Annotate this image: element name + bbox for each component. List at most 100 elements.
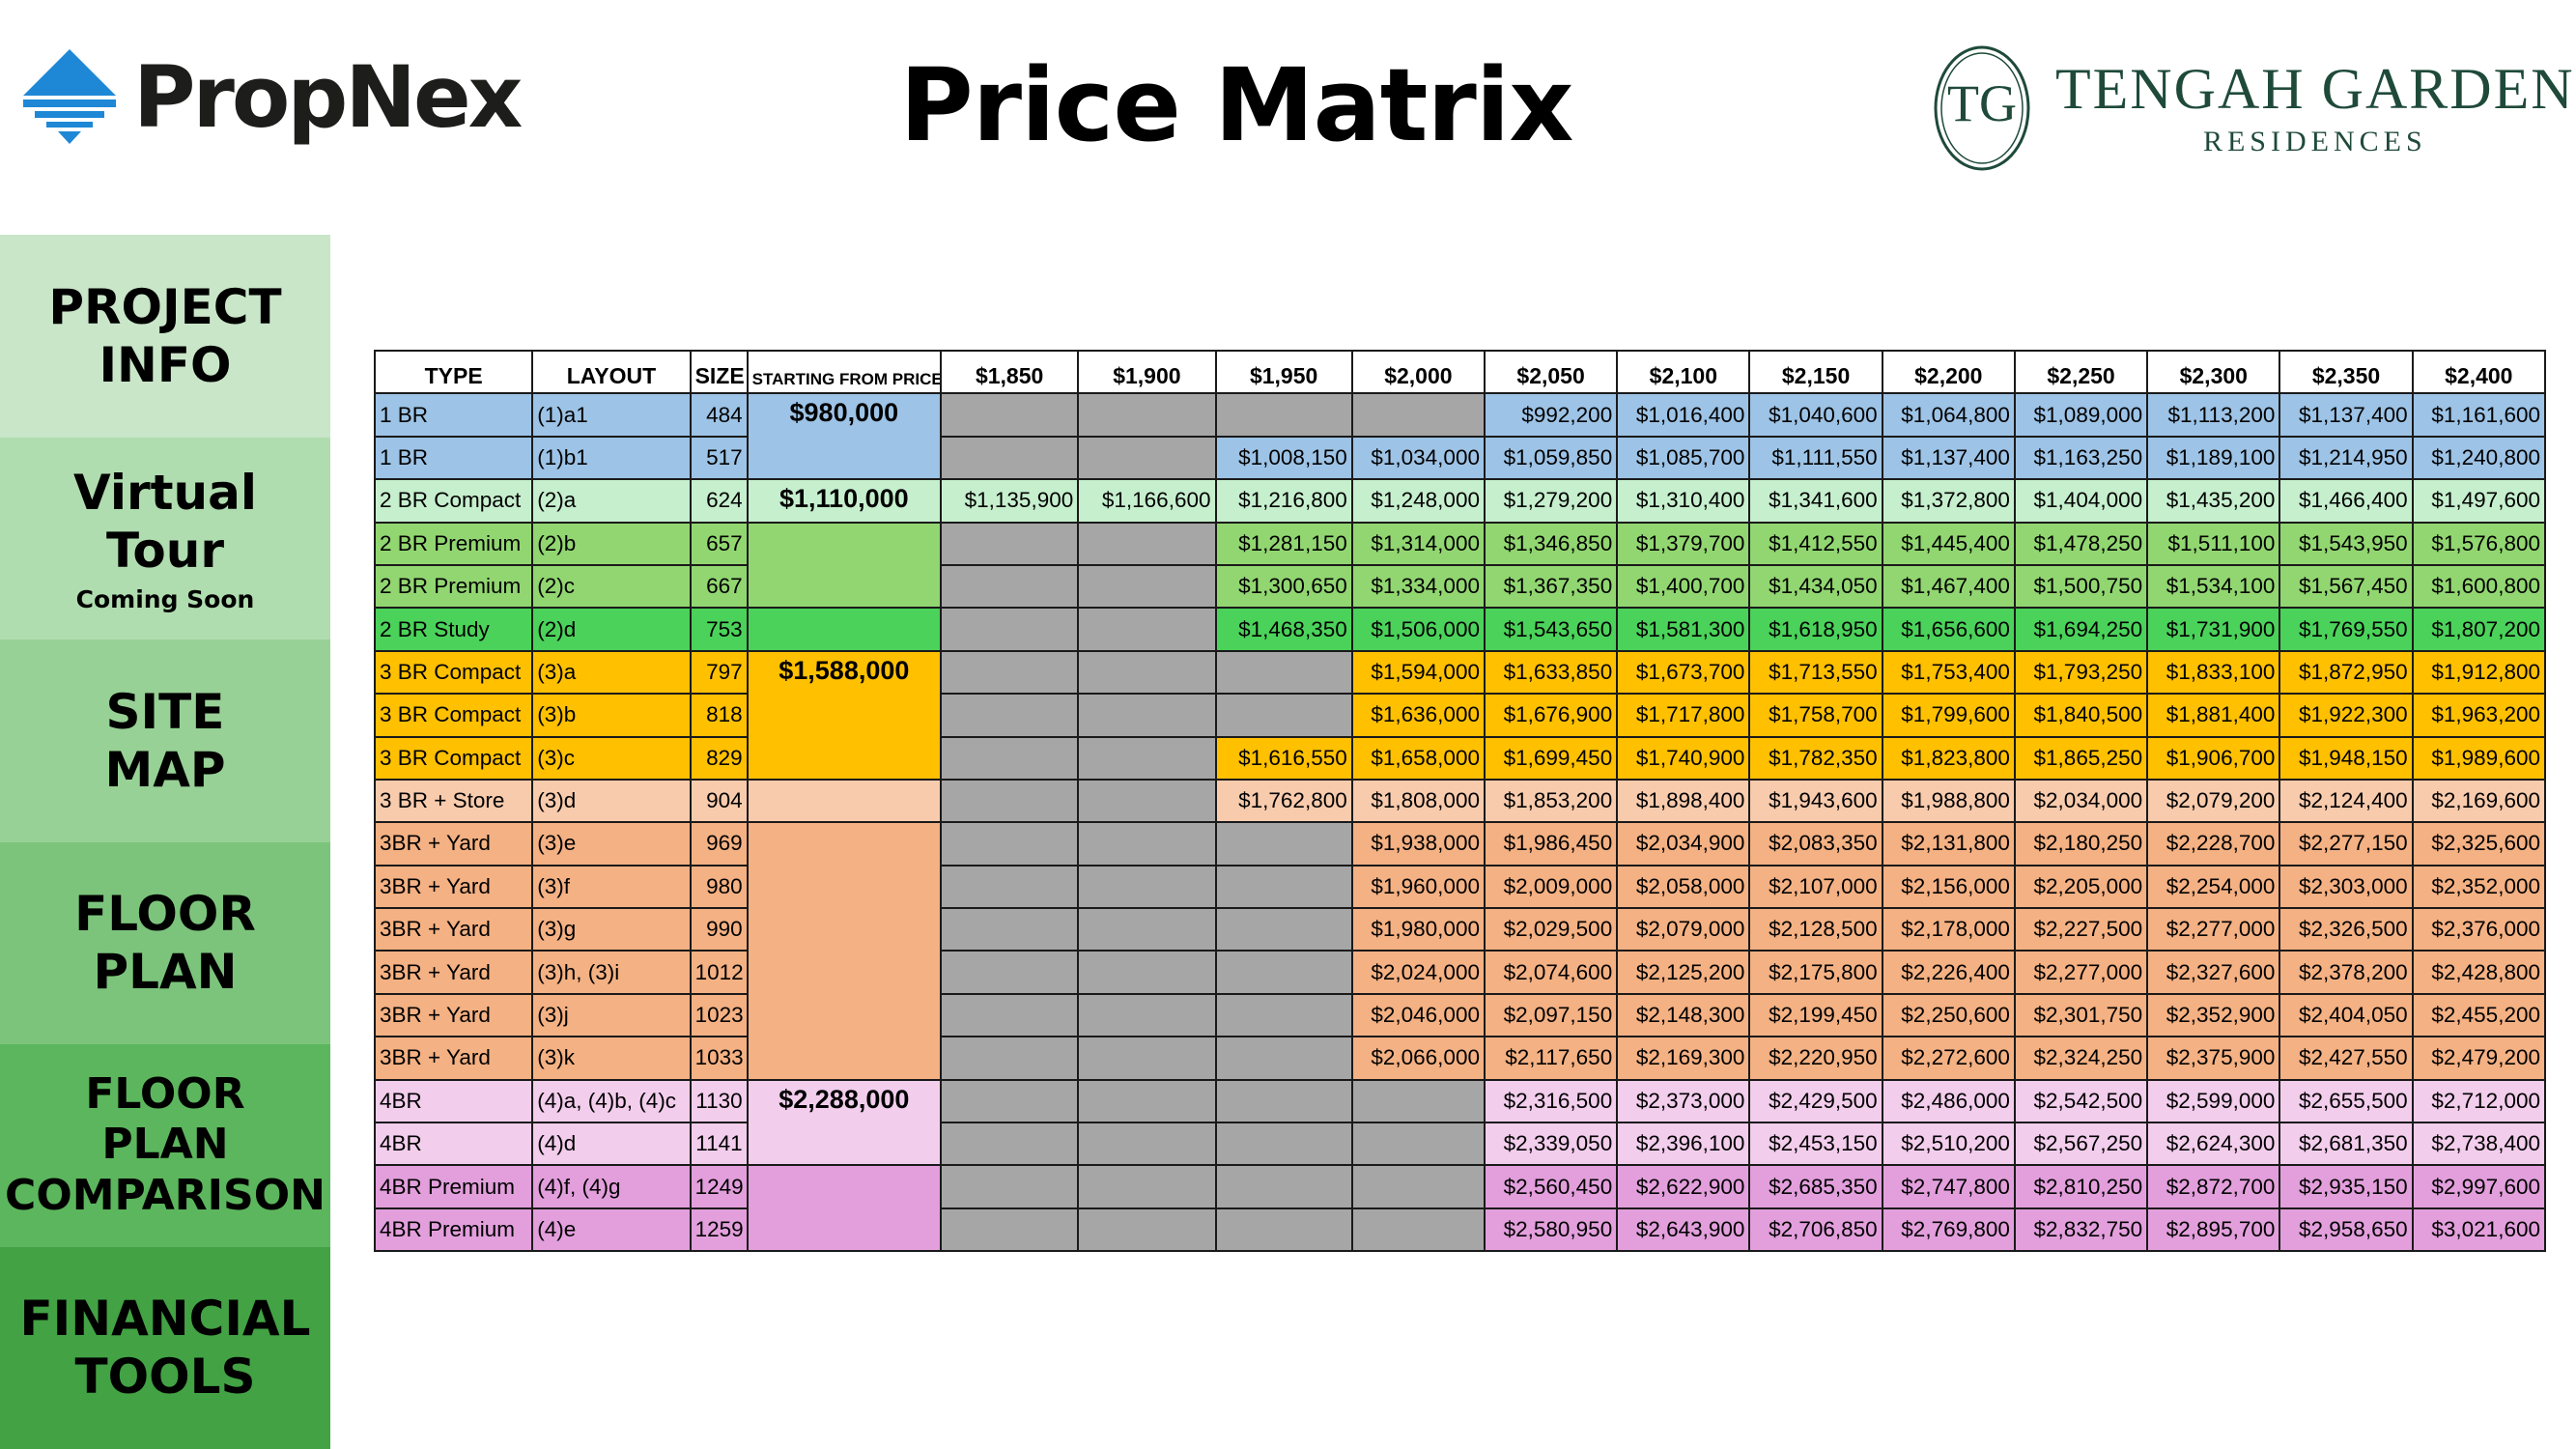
price-cell: $992,200 [1483, 392, 1619, 438]
nav-financial-tools[interactable]: FINANCIAL TOOLS [0, 1246, 330, 1449]
price-cell: $2,453,150 [1748, 1122, 1883, 1167]
nav-floor-plan-comparison[interactable]: FLOOR PLAN COMPARISON [0, 1044, 330, 1247]
unavailable-cell [939, 1122, 1080, 1167]
price-cell: $2,832,750 [2013, 1207, 2149, 1253]
price-cell: $1,576,800 [2411, 521, 2547, 566]
price-cell: $1,372,800 [1881, 478, 2016, 524]
nav-virtual-tour[interactable]: Virtual Tour Coming Soon [0, 437, 330, 639]
price-cell: $2,681,350 [2279, 1122, 2414, 1167]
price-cell: $1,960,000 [1350, 864, 1486, 910]
nav-floor-plan-label: FLOOR PLAN [74, 886, 256, 1001]
nav-site-map-label: SITE MAP [104, 683, 226, 798]
price-cell: $2,479,200 [2411, 1036, 2547, 1081]
price-cell: $1,034,000 [1350, 435, 1486, 481]
unit-type-cell: 2 BR Premium [373, 563, 534, 610]
price-cell: $1,300,650 [1214, 563, 1353, 610]
price-cell: $2,373,000 [1616, 1078, 1751, 1124]
price-cell: $2,250,600 [1881, 992, 2016, 1038]
unavailable-cell [1214, 821, 1353, 867]
price-cell: $1,740,900 [1616, 735, 1751, 781]
table-row: 3BR + Yard (3)f 980 $1,960,000 $2,009,000 $2,… [373, 864, 2547, 910]
unavailable-cell [1214, 992, 1353, 1038]
size-cell: 904 [689, 778, 749, 824]
column-header: $2,000 [1350, 349, 1486, 395]
price-cell: $1,248,000 [1350, 478, 1486, 524]
price-cell: $2,272,600 [1881, 1036, 2016, 1081]
unit-type-cell: 3 BR + Store [373, 778, 534, 824]
price-cell: $1,334,000 [1350, 563, 1486, 610]
unavailable-cell [1077, 1036, 1217, 1081]
layout-cell: (3)f [531, 864, 692, 910]
unit-type-cell: 4BR [373, 1122, 534, 1167]
price-cell: $1,189,100 [2146, 435, 2281, 481]
price-cell: $2,180,250 [2013, 821, 2149, 867]
price-cell: $1,731,900 [2146, 607, 2281, 652]
nav-floor-plan[interactable]: FLOOR PLAN [0, 841, 330, 1044]
price-cell: $2,327,600 [2146, 950, 2281, 995]
price-cell: $2,685,350 [1748, 1164, 1883, 1209]
unavailable-cell [1077, 950, 1217, 995]
price-cell: $2,220,950 [1748, 1036, 1883, 1081]
layout-cell: (3)g [531, 907, 692, 952]
size-cell: 517 [689, 435, 749, 481]
price-cell: $1,963,200 [2411, 693, 2547, 738]
price-cell: $2,747,800 [1881, 1164, 2016, 1209]
price-cell: $2,226,400 [1881, 950, 2016, 995]
unavailable-cell [939, 1164, 1080, 1209]
price-cell: $1,988,800 [1881, 778, 2016, 824]
starting-price-cell [746, 521, 943, 610]
price-cell: $2,396,100 [1616, 1122, 1751, 1167]
nav-project-info[interactable]: PROJECT INFO [0, 235, 330, 438]
price-cell: $2,560,450 [1483, 1164, 1619, 1209]
unavailable-cell [1214, 1122, 1353, 1167]
size-cell: 969 [689, 821, 749, 867]
price-cell: $2,375,900 [2146, 1036, 2281, 1081]
price-cell: $1,137,400 [2279, 392, 2414, 438]
column-header: $1,900 [1077, 349, 1217, 395]
price-cell: $2,624,300 [2146, 1122, 2281, 1167]
table-row: 2 BR Premium (2)b 657 $1,281,150 $1,314,000 $… [373, 521, 2547, 610]
unit-type-cell: 3BR + Yard [373, 864, 534, 910]
price-cell: $2,227,500 [2013, 907, 2149, 952]
table-row: 2 BR Study (2)d 753 $1,468,350 $1,506,000 $1,… [373, 607, 2547, 652]
unavailable-cell [939, 735, 1080, 781]
layout-cell: (4)e [531, 1207, 692, 1253]
table-row: 3 BR + Store (3)d 904 $1,762,800 $1,808,000 $… [373, 778, 2547, 824]
price-cell: $1,466,400 [2279, 478, 2414, 524]
price-cell: $2,542,500 [2013, 1078, 2149, 1124]
price-cell: $1,543,950 [2279, 521, 2414, 566]
price-cell: $1,600,800 [2411, 563, 2547, 610]
starting-price-cell: $1,588,000 [746, 649, 943, 781]
column-header: $2,050 [1483, 349, 1619, 395]
unit-type-cell: 3 BR Compact [373, 649, 534, 696]
price-cell: $1,506,000 [1350, 607, 1486, 652]
table-row: 3BR + Yard (3)e 969 $1,938,000 $1,986,450 $2,… [373, 821, 2547, 1081]
size-cell: 1249 [689, 1164, 749, 1209]
size-cell: 1130 [689, 1078, 749, 1124]
unavailable-cell [939, 864, 1080, 910]
price-cell: $1,676,900 [1483, 693, 1619, 738]
price-cell: $2,429,500 [1748, 1078, 1883, 1124]
layout-cell: (2)a [531, 478, 692, 524]
unit-type-cell: 3BR + Yard [373, 1036, 534, 1081]
layout-cell: (3)a [531, 649, 692, 696]
nav-site-map[interactable]: SITE MAP [0, 639, 330, 842]
price-cell: $1,758,700 [1748, 693, 1883, 738]
price-cell: $2,066,000 [1350, 1036, 1486, 1081]
unavailable-cell [939, 992, 1080, 1038]
unavailable-cell [1077, 992, 1217, 1038]
price-cell: $1,872,950 [2279, 649, 2414, 696]
layout-cell: (2)b [531, 521, 692, 566]
nav-project-info-label: PROJECT INFO [48, 278, 282, 393]
size-cell: 1141 [689, 1122, 749, 1167]
price-cell: $2,325,600 [2411, 821, 2547, 867]
price-cell: $2,079,200 [2146, 778, 2281, 824]
price-cell: $1,616,550 [1214, 735, 1353, 781]
price-cell: $1,989,600 [2411, 735, 2547, 781]
starting-price-cell: $2,288,000 [746, 1078, 943, 1167]
developer-name-block: TENGAH GARDEN RESIDENCES [2055, 60, 2575, 156]
price-cell: $1,543,650 [1483, 607, 1619, 652]
unavailable-cell [1077, 1207, 1217, 1253]
price-cell: $3,021,600 [2411, 1207, 2547, 1253]
unit-type-cell: 2 BR Compact [373, 478, 534, 524]
